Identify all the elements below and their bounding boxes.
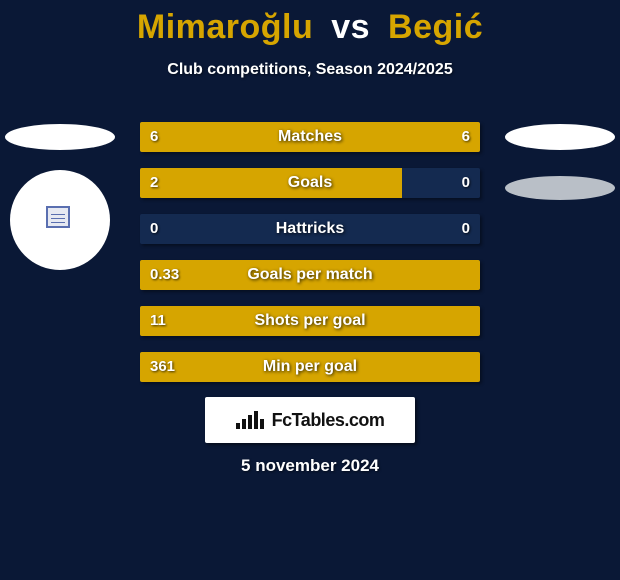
stat-row: 00Hattricks [140,214,480,244]
stat-row: 0.33Goals per match [140,260,480,290]
logo-text: FcTables.com [272,410,385,431]
stat-rows: 66Matches 20Goals 00Hattricks 0.33Goals per… [140,122,480,398]
comparison-card: Mimaroğlu vs Begić Club competitions, Se… [0,0,620,580]
placeholder-icon [46,206,70,228]
title-player1: Mimaroğlu [137,8,313,46]
subtitle: Club competitions, Season 2024/2025 [0,61,620,79]
title-vs: vs [331,8,370,46]
logo-box: FcTables.com [205,397,415,443]
stat-row: 20Goals [140,168,480,198]
left-decoration-column [0,118,120,270]
stat-label: Goals per match [140,260,480,290]
stat-label: Hattricks [140,214,480,244]
stat-label: Shots per goal [140,306,480,336]
stat-label: Matches [140,122,480,152]
right-ellipse-top [505,124,615,150]
stat-row: 66Matches [140,122,480,152]
stat-label: Goals [140,168,480,198]
logo-bars-icon [236,411,266,429]
stat-row: 11Shots per goal [140,306,480,336]
left-ellipse [5,124,115,150]
stat-label: Min per goal [140,352,480,382]
title-player2: Begić [388,8,483,46]
title: Mimaroğlu vs Begić [0,0,620,47]
left-circle [10,170,110,270]
date-text: 5 november 2024 [0,456,620,476]
right-decoration-column [500,118,620,200]
stat-row: 361Min per goal [140,352,480,382]
right-ellipse-bottom [505,176,615,200]
